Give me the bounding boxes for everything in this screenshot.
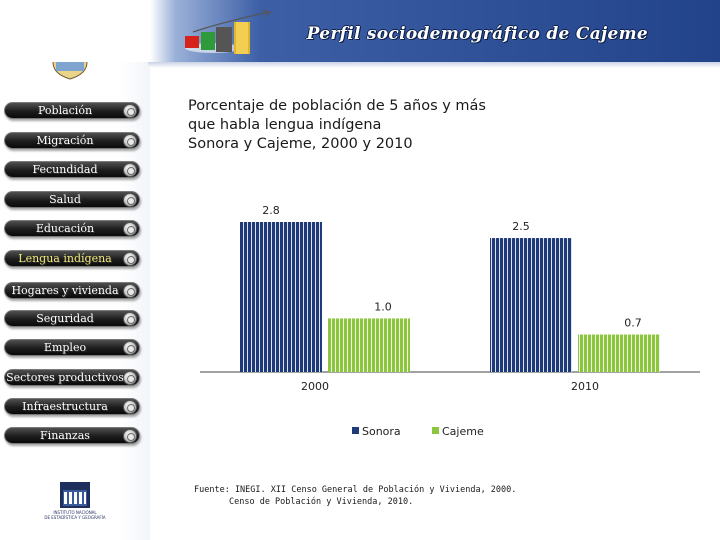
inegi-caption: INSTITUTO NACIONAL DE ESTADÍSTICA Y GEOG… [38, 510, 112, 520]
bar-sonora-2010 [490, 238, 572, 372]
header-shadow [148, 62, 720, 68]
x-tick-label-2010: 2010 [571, 380, 599, 393]
knob-icon [123, 252, 137, 266]
legend-swatch-cajeme [432, 427, 439, 434]
sidebar-item-label: Salud [49, 193, 81, 206]
bar-cajeme-2000 [328, 318, 410, 372]
chart-title-line-3: Sonora y Cajeme, 2000 y 2010 [188, 136, 413, 152]
knob-icon [123, 222, 137, 236]
sidebar-item-label: Población [37, 104, 93, 117]
x-tick-label-2000: 2000 [301, 380, 329, 393]
sidebar-item-label: Fecundidad [32, 163, 98, 176]
knob-icon [123, 341, 137, 355]
sidebar-item-educacion[interactable]: Educación [4, 220, 140, 237]
chart-title-line-2: que habla lengua indígena [188, 117, 382, 133]
source-line-1: Fuente: INEGI. XII Censo General de Pobl… [194, 485, 517, 495]
sidebar-item-hogares-vivienda[interactable]: Hogares y vivienda [4, 282, 140, 299]
knob-icon [123, 104, 137, 118]
chart-title-line-1: Porcentaje de población de 5 años y más [188, 98, 486, 114]
sidebar-item-label: Infraestructura [22, 400, 108, 413]
sidebar-item-finanzas[interactable]: Finanzas [4, 427, 140, 444]
sidebar-item-empleo[interactable]: Empleo [4, 339, 140, 356]
inegi-caption-line-2: DE ESTADÍSTICA Y GEOGRAFÍA [44, 515, 106, 520]
source-line-2: Censo de Población y Vivienda, 2010. [229, 497, 414, 507]
knob-icon [123, 134, 137, 148]
data-label-sonora-2000: 2.8 [262, 204, 280, 217]
sidebar-item-label: Empleo [43, 341, 87, 354]
source-note: Fuente: INEGI. XII Censo General de Pobl… [194, 484, 574, 508]
sidebar-item-poblacion[interactable]: Población [4, 102, 140, 119]
sidebar-item-label: Educación [35, 222, 95, 235]
inegi-logo-icon [60, 482, 90, 508]
knob-icon [123, 371, 137, 385]
legend-label-cajeme: Cajeme [442, 425, 484, 438]
sidebar: INSTITUTO NACIONAL DE ESTADÍSTICA Y GEOG… [0, 0, 150, 540]
sidebar-item-label: Finanzas [40, 429, 90, 442]
sidebar-item-label: Hogares y vivienda [11, 284, 119, 297]
sidebar-item-migracion[interactable]: Migración [4, 132, 140, 149]
bar-sonora-2000 [240, 222, 322, 372]
growth-chart-logo-icon [185, 9, 272, 54]
header-band [0, 0, 720, 62]
sidebar-item-sectores-productivos[interactable]: Sectores productivos [4, 369, 140, 386]
sidebar-item-seguridad[interactable]: Seguridad [4, 310, 140, 327]
data-label-cajeme-2000: 1.0 [374, 300, 392, 313]
knob-icon [123, 400, 137, 414]
knob-icon [123, 163, 137, 177]
sidebar-item-label: Sectores productivos [6, 371, 124, 384]
sidebar-item-fecundidad[interactable]: Fecundidad [4, 161, 140, 178]
sidebar-item-label: Seguridad [36, 312, 94, 325]
legend-label-sonora: Sonora [362, 425, 401, 438]
bar-cajeme-2010 [578, 334, 660, 372]
sidebar-item-label: Lengua indígena [18, 252, 112, 265]
inegi-caption-line-1: INSTITUTO NACIONAL [53, 510, 97, 515]
knob-icon [123, 429, 137, 443]
data-label-cajeme-2010: 0.7 [624, 317, 642, 330]
chart-title: Porcentaje de población de 5 años y más … [188, 97, 608, 154]
sidebar-item-lengua-indigena[interactable]: Lengua indígena [4, 250, 140, 267]
knob-icon [123, 284, 137, 298]
sidebar-item-infraestructura[interactable]: Infraestructura [4, 398, 140, 415]
legend-swatch-sonora [352, 427, 359, 434]
sidebar-item-label: Migración [36, 134, 94, 147]
knob-icon [123, 312, 137, 326]
knob-icon [123, 193, 137, 207]
header-title: Perfil sociodemográfico de Cajeme [306, 24, 648, 44]
data-label-sonora-2010: 2.5 [512, 220, 530, 233]
sidebar-item-salud[interactable]: Salud [4, 191, 140, 208]
